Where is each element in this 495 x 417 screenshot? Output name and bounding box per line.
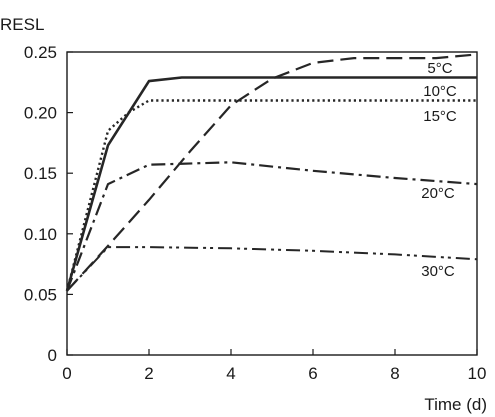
y-tick-label: 0.25 xyxy=(24,43,57,62)
series-group xyxy=(65,53,478,292)
y-tick-label: 0.15 xyxy=(24,164,57,183)
series-line-15c xyxy=(65,99,477,292)
axes: 0 2 4 6 8 10 0 0.05 0.10 0.15 0.20 0.25 xyxy=(24,43,487,383)
series-label: 20°C xyxy=(421,185,455,202)
x-tick-label: 10 xyxy=(468,364,487,383)
series-line-20c xyxy=(65,161,478,292)
y-tick-label: 0 xyxy=(48,346,57,365)
x-tick-label: 0 xyxy=(62,364,71,383)
x-tick-label: 6 xyxy=(308,364,317,383)
x-axis-title: Time (d) xyxy=(424,395,487,414)
y-tick-label: 0.20 xyxy=(24,104,57,123)
series-labels: 5°C 10°C 15°C 20°C 30°C xyxy=(421,60,457,280)
series-line-5c xyxy=(65,76,477,292)
series-line-30c xyxy=(66,246,478,292)
series-label: 5°C xyxy=(427,60,452,77)
series-line-10c xyxy=(66,53,478,292)
x-tick-label: 4 xyxy=(226,364,235,383)
y-tick-label: 0.10 xyxy=(24,225,57,244)
series-label: 15°C xyxy=(423,108,457,125)
x-tick-label: 2 xyxy=(144,364,153,383)
series-label: 10°C xyxy=(423,83,457,100)
y-tick-label: 0.05 xyxy=(24,285,57,304)
x-tick-label: 8 xyxy=(390,364,399,383)
plot-frame xyxy=(66,51,478,356)
y-axis-title: RESL xyxy=(0,15,44,34)
series-label: 30°C xyxy=(421,263,455,280)
